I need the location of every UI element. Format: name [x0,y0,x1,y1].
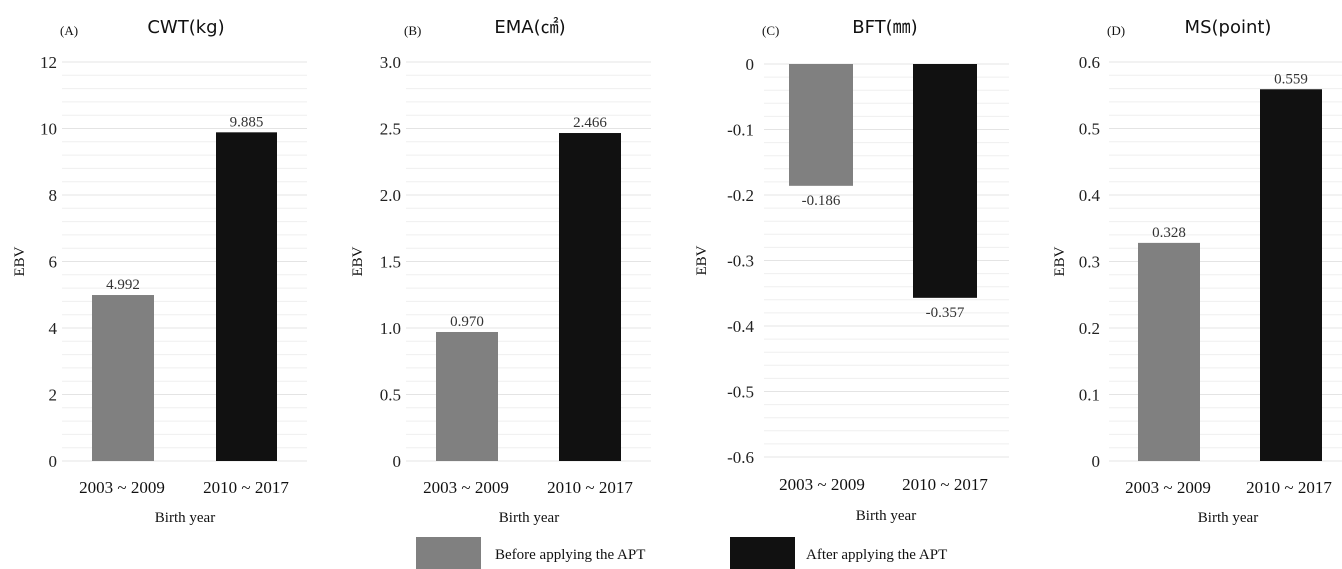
data-label: -0.186 [802,193,841,209]
chart-panel-a: 0 2 4 6 8 10 12 4.992 9.885 2003 ~ 2009 2010 ~ 201… [12,17,307,526]
y-axis-title: EBV [694,245,710,275]
y-tick-label: 12 [40,53,57,72]
x-category-label: 2003 ~ 2009 [423,478,509,497]
data-label: 2.466 [573,115,607,131]
y-tick-label: 0.4 [1079,186,1101,205]
x-category-label: 2010 ~ 2017 [547,478,633,497]
y-tick-label: 0.5 [1079,120,1100,139]
x-axis-title: Birth year [499,510,559,526]
bar-before [789,64,853,186]
chart-title: EMA(㎠) [494,16,565,38]
chart-panel-d: 0 0.1 0.2 0.3 0.4 0.5 0.6 0.328 0.559 2003 ~ 2009… [1052,17,1342,526]
x-category-label: 2003 ~ 2009 [79,478,165,497]
data-label: 0.328 [1152,225,1186,241]
y-tick-label: -0.6 [727,448,754,467]
y-tick-label: 1.5 [380,253,401,272]
x-category-label: 2003 ~ 2009 [779,475,865,494]
y-axis-title: EBV [350,246,366,276]
y-tick-label: 0 [1092,452,1101,471]
x-axis-title: Birth year [1198,510,1258,526]
bar-after [913,64,977,298]
data-label: 0.559 [1274,71,1308,87]
y-tick-label: 0.6 [1079,53,1100,72]
y-tick-label: 0.2 [1079,319,1100,338]
bar-before [1138,242,1200,461]
y-tick-label: 2.0 [380,186,401,205]
panel-label: (D) [1107,23,1125,38]
panel-label: (B) [404,23,421,38]
bar-before [92,295,154,461]
y-tick-label: 0 [746,55,755,74]
y-tick-label: -0.2 [727,186,754,205]
y-tick-label: 1.0 [380,319,401,338]
y-tick-label: 0 [393,452,402,471]
y-tick-label: -0.4 [727,317,754,336]
y-tick-label: 8 [49,186,58,205]
y-tick-label: 6 [49,253,58,272]
y-tick-label: -0.1 [727,121,754,140]
x-category-label: 2010 ~ 2017 [203,478,289,497]
legend: Before applying the APT After applying th… [416,537,947,569]
panel-label: (C) [762,23,779,38]
y-tick-label: 3.0 [380,53,401,72]
chart-title: CWT(kg) [147,17,224,38]
y-tick-label: 0 [49,452,58,471]
legend-swatch-after [730,537,795,569]
y-axis-title: EBV [12,246,28,276]
legend-swatch-before [416,537,481,569]
x-axis-title: Birth year [155,510,215,526]
x-category-label: 2010 ~ 2017 [902,475,988,494]
data-label: -0.357 [926,305,965,321]
bar-after [216,132,277,462]
bar-after [559,133,621,461]
bar-before [436,331,498,461]
chart-panel-b: 0 0.5 1.0 1.5 2.0 2.5 3.0 0.970 2.466 2003 ~ 2009… [350,16,651,526]
panel-label: (A) [60,23,78,38]
legend-label-before: Before applying the APT [495,547,645,563]
data-label: 0.970 [450,314,484,330]
data-label: 4.992 [106,277,140,293]
chart-panel-c: 0 -0.1 -0.2 -0.3 -0.4 -0.5 -0.6 -0.186 -0.357 200… [694,17,1009,524]
legend-label-after: After applying the APT [806,547,947,563]
y-tick-label: 0.5 [380,386,401,405]
y-tick-label: 2.5 [380,120,401,139]
chart-title: BFT(㎜) [852,17,917,38]
y-tick-label: 4 [49,319,58,338]
x-axis-title: Birth year [856,508,916,524]
y-tick-label: -0.5 [727,383,754,402]
y-axis-title: EBV [1052,246,1068,276]
x-category-label: 2003 ~ 2009 [1125,478,1211,497]
data-label: 9.885 [230,114,264,130]
y-tick-label: -0.3 [727,252,754,271]
y-tick-label: 0.1 [1079,386,1100,405]
bar-after [1260,89,1322,461]
y-tick-label: 2 [49,386,58,405]
chart-title: MS(point) [1185,17,1272,38]
y-tick-label: 10 [40,120,57,139]
y-tick-label: 0.3 [1079,253,1100,272]
x-category-label: 2010 ~ 2017 [1246,478,1332,497]
